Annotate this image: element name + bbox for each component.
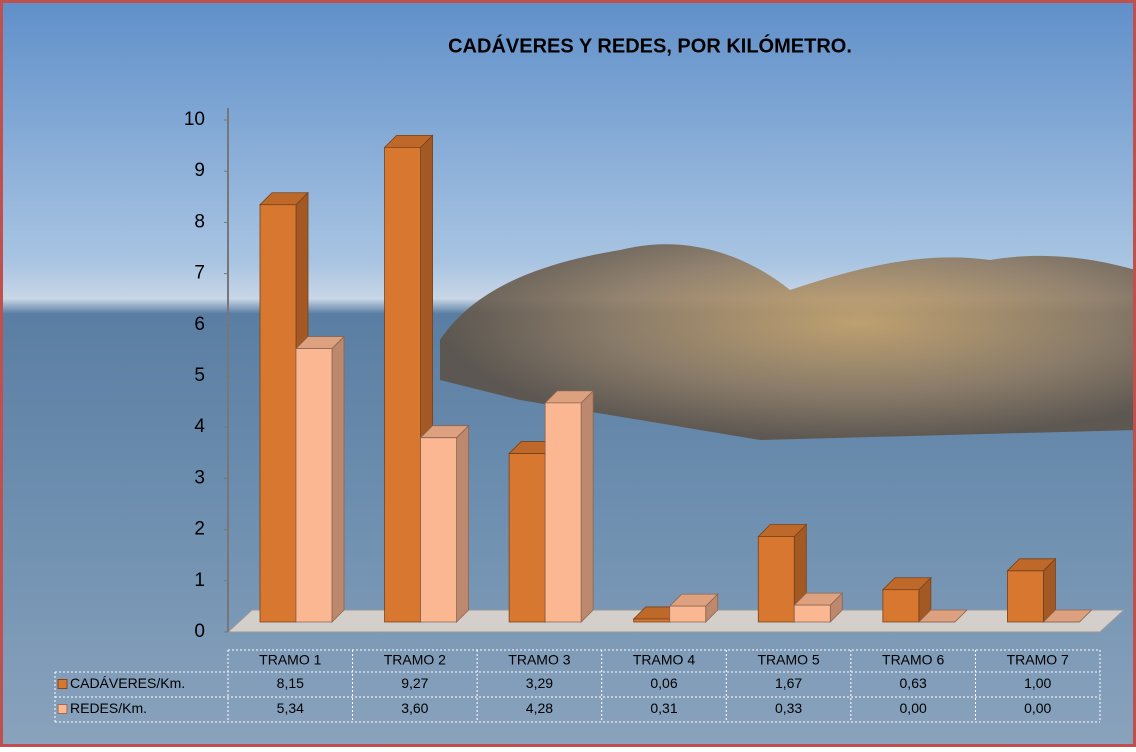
bar [793,592,844,623]
chart-title: CADÁVERES Y REDES, POR KILÓMETRO. [448,33,852,57]
x-tick-label: TRAMO 3 [508,652,570,668]
table-value: 4,28 [526,700,553,716]
y-tick-label: 7 [194,263,205,284]
y-tick-label: 2 [194,519,205,540]
bar-face [331,335,345,623]
legend-label: REDES/Km. [70,700,147,716]
bar [295,335,345,623]
bar-face [259,204,297,623]
table-value: 0,00 [1024,700,1051,716]
table-value: 0,31 [650,700,677,716]
bar-face [508,453,546,623]
bar-face [669,605,707,623]
rocks [440,244,1136,440]
y-tick-label: 3 [194,467,205,488]
table-value: 0,33 [775,700,802,716]
bar [419,424,470,623]
bar-face [544,402,582,623]
y-tick-label: 5 [194,365,205,386]
table-value: 0,00 [900,700,927,716]
y-tick-label: 10 [184,109,205,130]
table-value: 8,15 [277,675,304,691]
bar-face [882,589,920,623]
table-value: 3,60 [401,700,428,716]
bar-face [633,618,671,623]
bar-face [757,536,795,623]
bar [917,609,968,623]
y-tick-label: 1 [194,570,205,591]
bar [544,389,595,623]
table-value: 0,63 [900,675,927,691]
bar [1006,557,1057,623]
table-value: 5,34 [277,700,304,716]
x-tick-label: TRAMO 1 [259,652,321,668]
table-value: 3,29 [526,675,553,691]
y-tick-label: 8 [194,211,205,232]
x-tick-label: TRAMO 2 [384,652,446,668]
legend-swatch [57,679,68,689]
bar-face [456,424,469,623]
legend-label: CADÁVERES/Km. [70,675,185,691]
legend-swatch [57,704,68,714]
bar-face [580,389,594,623]
bar-face [1007,570,1044,623]
x-tick-label: TRAMO 7 [1007,652,1069,668]
table-value: 9,27 [401,675,428,691]
x-tick-label: TRAMO 4 [633,652,695,668]
bar-face [384,146,421,623]
bar [1042,609,1093,623]
bar-face [420,437,457,623]
x-tick-label: TRAMO 6 [882,652,944,668]
y-tick-label: 0 [194,621,205,642]
bar-face [793,604,831,623]
bar-face [295,348,333,623]
bar [668,593,719,623]
table-value: 1,67 [775,675,802,691]
y-tick-label: 9 [194,160,205,181]
x-tick-label: TRAMO 5 [757,652,819,668]
bar [881,576,932,623]
y-tick-label: 4 [194,416,205,437]
table-value: 1,00 [1024,675,1051,691]
y-tick-label: 6 [194,314,205,335]
table-value: 0,06 [650,675,677,691]
